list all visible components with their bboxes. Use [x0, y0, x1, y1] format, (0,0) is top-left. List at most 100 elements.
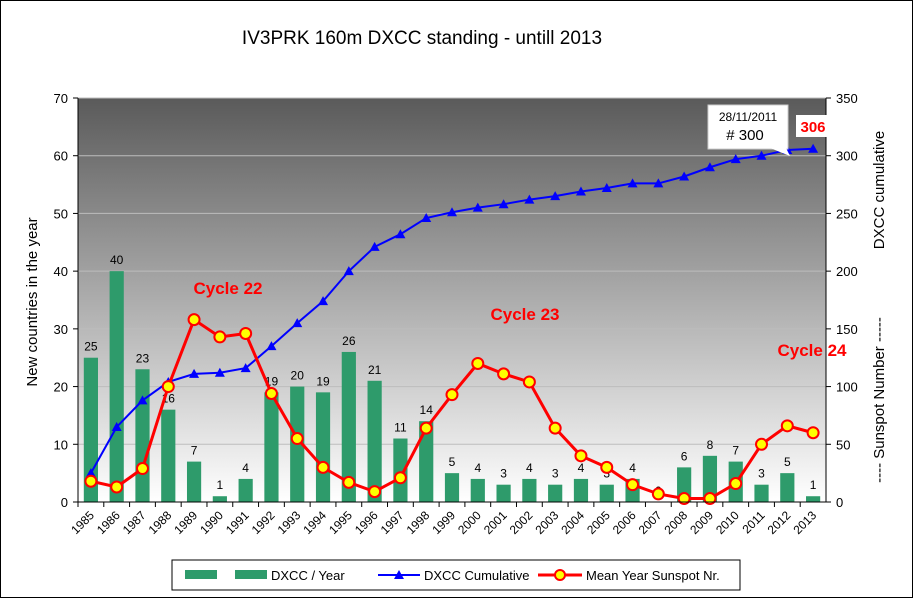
- x-tick-label: 2000: [455, 508, 484, 537]
- cumulative-point: [214, 367, 225, 377]
- x-tick-label: 2010: [713, 508, 742, 537]
- x-tick-label: 1998: [404, 508, 433, 537]
- sunspot-point: [677, 492, 691, 506]
- x-tick-label: 1986: [94, 508, 123, 537]
- bar: [341, 351, 356, 502]
- bar: [806, 496, 821, 502]
- sunspot-point: [522, 375, 536, 389]
- bar-data-label: 7: [191, 444, 198, 458]
- annotation-cycle-22: Cycle 22: [194, 279, 263, 298]
- callout-306-label: 306: [800, 119, 825, 136]
- left-tick-label: 0: [61, 495, 68, 510]
- bar-data-label: 21: [368, 363, 382, 377]
- legend-marker-cumulative: [394, 570, 404, 579]
- x-tick-label: 1985: [68, 508, 97, 537]
- cumulative-point: [808, 143, 819, 153]
- left-tick-label: 30: [54, 322, 68, 337]
- sunspot-point: [651, 487, 665, 501]
- bar: [161, 409, 176, 502]
- cumulative-point: [447, 207, 457, 217]
- sunspot-point: [135, 462, 149, 476]
- left-tick-label: 50: [54, 206, 68, 221]
- callout-box: [707, 104, 789, 150]
- cumulative-point: [266, 341, 277, 351]
- annotation-cycle-24: Cycle 24: [778, 341, 848, 360]
- bar-data-label: 7: [732, 444, 739, 458]
- sunspot-point: [780, 419, 794, 433]
- bar: [212, 496, 227, 502]
- cumulative-point: [472, 202, 483, 212]
- right-tick-label: 200: [836, 264, 858, 279]
- x-tick-label: 1990: [197, 508, 226, 537]
- sunspot-point: [806, 426, 820, 440]
- cumulative-point: [524, 194, 535, 204]
- bar-data-label: 4: [578, 461, 585, 475]
- right-tick-label: 250: [836, 206, 858, 221]
- bar: [496, 484, 511, 502]
- right-tick-label: 100: [836, 380, 858, 395]
- right-tick-label: 50: [836, 437, 850, 452]
- cumulative-point: [343, 266, 354, 276]
- right-tick-label: 350: [836, 91, 858, 106]
- bar-data-label: 3: [552, 467, 559, 481]
- x-tick-label: 1992: [249, 508, 278, 537]
- sunspot-point: [445, 388, 459, 402]
- right-tick-label: 300: [836, 149, 858, 164]
- sunspot-point: [755, 437, 769, 451]
- x-tick-label: 1993: [275, 508, 304, 537]
- bar: [470, 478, 485, 502]
- left-tick-label: 60: [54, 149, 68, 164]
- legend-label-sunspot: Mean Year Sunspot Nr.: [586, 568, 720, 583]
- sunspot-point: [161, 380, 175, 394]
- x-tick-label: 2001: [481, 508, 510, 537]
- callout-date: 28/11/2011: [719, 110, 778, 124]
- chart-title: IV3PRK 160m DXCC standing - untill 2013: [242, 28, 602, 49]
- sunspot-point: [393, 471, 407, 485]
- right-tick-label: 150: [836, 322, 858, 337]
- left-tick-label: 40: [54, 264, 68, 279]
- cumulative-line-series: [85, 143, 819, 478]
- legend-swatch-bar-1: [185, 570, 217, 579]
- bar: [444, 473, 460, 502]
- x-tick-label: 1989: [171, 508, 200, 537]
- bar: [186, 461, 202, 502]
- bar: [315, 392, 331, 502]
- x-tick-label: 1994: [300, 508, 329, 537]
- sunspot-point: [729, 477, 743, 491]
- bar-data-label: 19: [316, 374, 330, 388]
- sunspot-point: [703, 492, 717, 506]
- y-axis-left-title: New countries in the year: [24, 217, 41, 386]
- sunspot-point: [368, 485, 382, 499]
- cumulative-point: [395, 229, 406, 239]
- sunspot-point: [187, 313, 201, 327]
- x-tick-label: 2004: [558, 508, 587, 537]
- x-tick-label: 1987: [120, 508, 149, 537]
- y-axis-right-title-2: ---- Sunspot Number -----: [871, 317, 888, 483]
- x-tick-label: 2013: [790, 508, 819, 537]
- left-tick-label: 20: [54, 380, 68, 395]
- x-tick-label: 1995: [326, 508, 355, 537]
- gridlines: [78, 97, 826, 445]
- annotation-cycle-23: Cycle 23: [491, 305, 560, 324]
- bar-data-label: 40: [110, 253, 124, 267]
- sunspot-point: [548, 421, 562, 435]
- bar-data-label: 11: [394, 421, 407, 435]
- left-tick-label: 70: [54, 91, 68, 106]
- plot-area: [78, 98, 826, 502]
- x-tick-label: 2003: [533, 508, 562, 537]
- bar-data-label: 20: [291, 369, 305, 383]
- bar: [522, 478, 537, 502]
- sunspot-point: [239, 326, 253, 340]
- bar-data-label: 1: [217, 478, 224, 492]
- callout-306-box: [796, 115, 830, 137]
- legend-marker-sunspot: [554, 569, 566, 581]
- right-tick-label: 0: [836, 495, 843, 510]
- sunspot-point: [626, 478, 640, 492]
- cumulative-point: [421, 213, 432, 223]
- y-axis-right-title: DXCC cumulative: [871, 131, 888, 249]
- cumulative-point: [653, 178, 664, 188]
- bar-data-label: 3: [758, 467, 765, 481]
- bar-data-label: 26: [342, 334, 356, 348]
- cumulative-point: [550, 191, 561, 201]
